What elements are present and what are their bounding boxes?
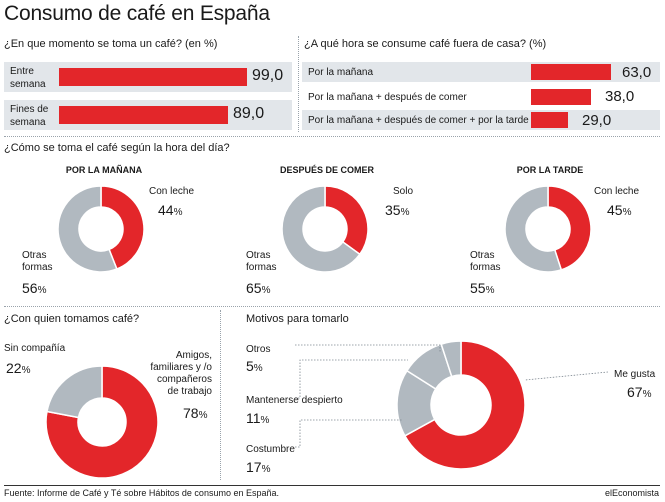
section-title-momento: ¿En que momento se toma un café? (en %): [4, 38, 218, 50]
pct-otras-comer: 65%: [246, 280, 271, 296]
label-fines-semana: Fines de semana: [10, 104, 49, 128]
value-manana-comer-tarde: 29,0: [582, 112, 612, 129]
footer-rule: [4, 485, 660, 486]
page-title: Consumo de café en España: [4, 2, 270, 25]
label-otras-tarde: Otras formas: [470, 250, 501, 273]
slice-sin-compania: [46, 365, 103, 419]
label-solo-comer: Solo: [393, 186, 414, 197]
donut-chart-tarde: [504, 185, 592, 273]
section-title-como: ¿Cómo se toma el café según la hora del …: [4, 142, 230, 154]
slice-con-leche-tarde: [547, 185, 592, 271]
section-title-motivos: Motivos para tomarlo: [246, 313, 349, 325]
footer-brand: elEconomista: [604, 488, 659, 498]
value-manana: 63,0: [622, 64, 652, 81]
separator-top: [298, 36, 299, 132]
pct-mantenerse: 11%: [246, 410, 270, 426]
section-title-hora: ¿A qué hora se consume café fuera de cas…: [304, 38, 547, 50]
label-con-leche-tarde: Con leche: [594, 186, 640, 197]
donut-title-comer: DESPUÉS DE COMER: [279, 165, 375, 175]
slice-con-leche-manana: [100, 185, 145, 270]
leader-line: [295, 344, 441, 352]
label-otras-manana: Otras formas: [22, 250, 53, 273]
slice-me-gusta: [403, 340, 526, 470]
section-title-con-quien: ¿Con quien tomamos café?: [4, 313, 140, 325]
bar-manana: [531, 64, 611, 80]
bar-manana-comer: [531, 89, 591, 105]
label-manana-comer: Por la mañana + después de comer: [308, 92, 467, 103]
label-me-gusta: Me gusta: [614, 369, 656, 380]
pct-con-leche-manana: 44%: [158, 202, 183, 218]
value-entre-semana: 99,0: [252, 67, 284, 84]
pct-me-gusta: 67%: [627, 384, 652, 400]
donut-chart-comer: [281, 185, 369, 273]
label-mantenerse: Mantenerse despierto: [246, 395, 343, 406]
leader-line: [295, 419, 403, 448]
separator-h2: [4, 306, 660, 307]
pct-amigos: 78%: [183, 405, 208, 421]
pct-otras-manana: 56%: [22, 280, 47, 296]
separator-bottom: [220, 310, 221, 480]
separator-h1: [4, 136, 660, 137]
value-fines-semana: 89,0: [233, 105, 265, 122]
donut-chart-motivos: [396, 340, 526, 470]
row-manana-comer-tarde: [302, 110, 660, 130]
donut-chart-con-quien: [45, 365, 159, 479]
label-costumbre: Costumbre: [246, 444, 295, 455]
donut-title-manana: POR LA MAÑANA: [65, 165, 143, 175]
slice-amigos: [45, 365, 159, 479]
slice-otras-comer: [281, 185, 361, 273]
label-otras-comer: Otras formas: [246, 250, 277, 273]
slice-solo-comer: [324, 185, 369, 256]
label-amigos: Amigos, familiares y /o compañeros de traba…: [150, 350, 212, 397]
leader-line: [295, 359, 408, 399]
label-manana: Por la mañana: [308, 67, 374, 78]
pct-costumbre: 17%: [246, 459, 271, 475]
slice-otras-tarde: [504, 185, 563, 273]
pct-con-leche-tarde: 45%: [607, 202, 632, 218]
footer-source: Fuente: Informe de Café y Té sobre Hábit…: [4, 488, 279, 498]
pct-otras-tarde: 55%: [470, 280, 495, 296]
slice-otros: [440, 340, 462, 378]
value-manana-comer: 38,0: [605, 88, 635, 105]
label-manana-comer-tarde: Por la mañana + después de comer + por l…: [308, 115, 529, 126]
bar-fines-semana: [59, 106, 228, 124]
label-sin-compania: Sin compañía: [4, 343, 66, 354]
slice-otras-manana: [57, 185, 118, 273]
donut-title-tarde: POR LA TARDE: [516, 165, 584, 175]
label-entre-semana: Entre semana: [10, 66, 46, 90]
pct-sin-compania: 22%: [6, 360, 31, 376]
leader-line: [524, 371, 609, 381]
label-con-leche-manana: Con leche: [149, 186, 195, 197]
bar-manana-comer-tarde: [531, 112, 568, 128]
pct-solo-comer: 35%: [385, 202, 410, 218]
bar-entre-semana: [59, 68, 247, 86]
label-otros: Otros: [246, 344, 271, 355]
pct-otros: 5%: [246, 358, 263, 374]
donut-chart-manana: [57, 185, 145, 273]
